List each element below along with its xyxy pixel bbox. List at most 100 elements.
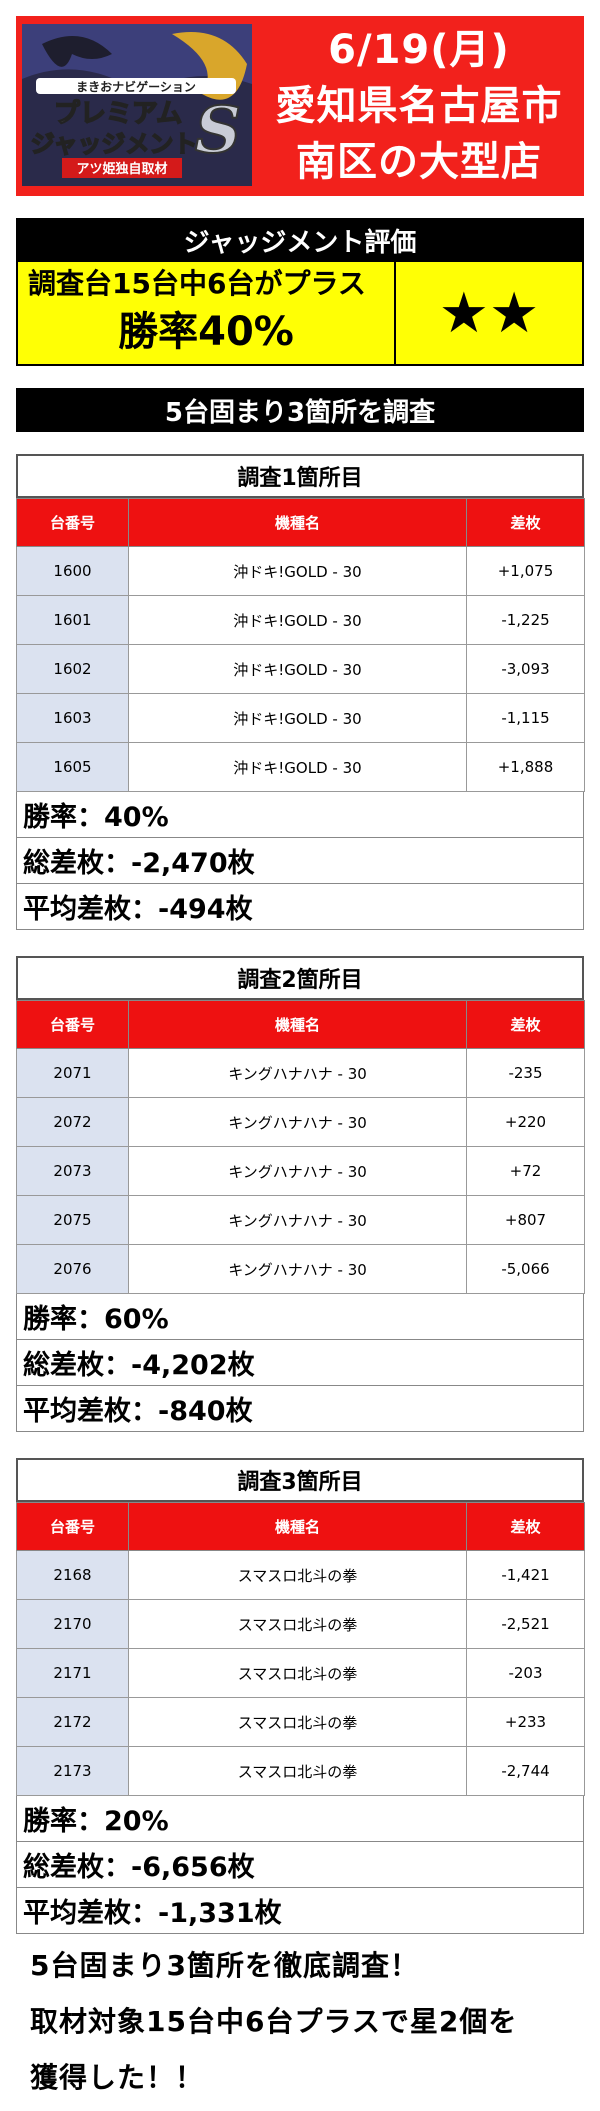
coin-diff: -1,421 — [466, 1550, 585, 1600]
conclusion-line-1: 5台固まり3箇所を徹底調査！ — [30, 1949, 419, 1982]
coin-diff: +233 — [466, 1697, 585, 1747]
machine-number: 2172 — [16, 1697, 129, 1747]
survey-block-3: 調査3箇所目 台番号 機種名 差枚 2168 スマスロ北斗の拳 -1,421 2… — [16, 1458, 585, 1934]
coin-diff: +72 — [466, 1146, 585, 1196]
machine-name: 沖ドキ!GOLD - 30 — [128, 595, 467, 645]
logo-line2: ジャッジメント — [31, 130, 198, 158]
table-header-row: 台番号 機種名 差枚 — [16, 1502, 585, 1551]
table-row: 1603 沖ドキ!GOLD - 30 -1,115 — [16, 693, 585, 743]
coin-diff: +1,888 — [466, 742, 585, 792]
report-date: 6/19(月) — [328, 27, 510, 73]
coin-diff: +220 — [466, 1097, 585, 1147]
win-rate: 勝率：60% — [16, 1294, 584, 1340]
logo-big-letter: S — [195, 93, 241, 168]
coin-diff: +807 — [466, 1195, 585, 1245]
evaluation-win-rate: 勝率40% — [118, 309, 294, 355]
location-store: 南区の大型店 — [296, 139, 542, 185]
coin-diff: -1,115 — [466, 693, 585, 743]
coin-diff: -5,066 — [466, 1244, 585, 1294]
machine-name: キングハナハナ - 30 — [128, 1097, 467, 1147]
machine-number: 1601 — [16, 595, 129, 645]
column-header-number: 台番号 — [16, 1502, 129, 1551]
machine-number: 2076 — [16, 1244, 129, 1294]
machine-number: 2168 — [16, 1550, 129, 1600]
header-info: 6/19(月) 愛知県名古屋市 南区の大型店 — [254, 16, 584, 196]
table-row: 1600 沖ドキ!GOLD - 30 +1,075 — [16, 546, 585, 596]
coin-diff: +1,075 — [466, 546, 585, 596]
table-row: 1602 沖ドキ!GOLD - 30 -3,093 — [16, 644, 585, 694]
machine-name: キングハナハナ - 30 — [128, 1195, 467, 1245]
machine-name: 沖ドキ!GOLD - 30 — [128, 546, 467, 596]
column-header-number: 台番号 — [16, 498, 129, 547]
total-diff: 総差枚：-2,470枚 — [16, 838, 584, 884]
header-banner: まきおナビゲーション プレミアム ジャッジメント S アツ姫独自取材 6/19(… — [16, 16, 584, 196]
evaluation-summary: 調査台15台中6台がプラス — [28, 267, 366, 300]
machine-number: 2171 — [16, 1648, 129, 1698]
table-row: 2072 キングハナハナ - 30 +220 — [16, 1097, 585, 1147]
coin-diff: -203 — [466, 1648, 585, 1698]
column-header-diff: 差枚 — [466, 1502, 585, 1551]
logo-small-text: まきおナビゲーション — [76, 79, 196, 94]
premium-judgment-logo: まきおナビゲーション プレミアム ジャッジメント S アツ姫独自取材 — [22, 24, 252, 186]
conclusion-line-3: 獲得した！！ — [30, 2061, 205, 2094]
machine-number: 2071 — [16, 1048, 129, 1098]
machine-number: 1600 — [16, 546, 129, 596]
coin-diff: -2,521 — [466, 1599, 585, 1649]
coin-diff: -235 — [466, 1048, 585, 1098]
survey-block-1: 調査1箇所目 台番号 機種名 差枚 1600 沖ドキ!GOLD - 30 +1,… — [16, 454, 585, 930]
machine-number: 1602 — [16, 644, 129, 694]
table-row: 2075 キングハナハナ - 30 +807 — [16, 1195, 585, 1245]
survey-table: 台番号 機種名 差枚 1600 沖ドキ!GOLD - 30 +1,075 160… — [16, 498, 585, 792]
evaluation-heading: ジャッジメント評価 — [16, 218, 584, 262]
machine-number: 2075 — [16, 1195, 129, 1245]
table-row: 2073 キングハナハナ - 30 +72 — [16, 1146, 585, 1196]
column-header-diff: 差枚 — [466, 1000, 585, 1049]
win-rate: 勝率：40% — [16, 792, 584, 838]
section-heading: 5台固まり3箇所を調査 — [16, 388, 584, 432]
logo-line1: プレミアム — [54, 99, 182, 129]
total-diff: 総差枚：-6,656枚 — [16, 1842, 584, 1888]
machine-number: 1603 — [16, 693, 129, 743]
conclusion-text: 5台固まり3箇所を徹底調査！ 取材対象15台中6台プラスで星2個を 獲得した！！ — [30, 1938, 580, 2106]
average-diff: 平均差枚：-1,331枚 — [16, 1888, 584, 1934]
machine-name: キングハナハナ - 30 — [128, 1244, 467, 1294]
machine-number: 2173 — [16, 1746, 129, 1796]
machine-number: 2073 — [16, 1146, 129, 1196]
table-row: 1605 沖ドキ!GOLD - 30 +1,888 — [16, 742, 585, 792]
location-city: 愛知県名古屋市 — [275, 83, 563, 129]
machine-name: スマスロ北斗の拳 — [128, 1648, 467, 1698]
total-diff: 総差枚：-4,202枚 — [16, 1340, 584, 1386]
table-row: 2171 スマスロ北斗の拳 -203 — [16, 1648, 585, 1698]
survey-title: 調査2箇所目 — [16, 956, 584, 1000]
machine-name: スマスロ北斗の拳 — [128, 1550, 467, 1600]
machine-name: キングハナハナ - 30 — [128, 1146, 467, 1196]
evaluation-body: 調査台15台中6台がプラス 勝率40% ★★ — [16, 262, 584, 366]
logo-banner: アツ姫独自取材 — [76, 161, 167, 177]
win-rate: 勝率：20% — [16, 1796, 584, 1842]
machine-name: スマスロ北斗の拳 — [128, 1599, 467, 1649]
machine-number: 2170 — [16, 1599, 129, 1649]
machine-name: 沖ドキ!GOLD - 30 — [128, 693, 467, 743]
survey-table: 台番号 機種名 差枚 2168 スマスロ北斗の拳 -1,421 2170 スマス… — [16, 1502, 585, 1796]
judgment-evaluation: ジャッジメント評価 調査台15台中6台がプラス 勝率40% ★★ — [16, 218, 584, 366]
column-header-machine: 機種名 — [128, 1000, 467, 1049]
table-row: 2173 スマスロ北斗の拳 -2,744 — [16, 1746, 585, 1796]
column-header-number: 台番号 — [16, 1000, 129, 1049]
survey-table: 台番号 機種名 差枚 2071 キングハナハナ - 30 -235 2072 キ… — [16, 1000, 585, 1294]
column-header-machine: 機種名 — [128, 1502, 467, 1551]
table-row: 2172 スマスロ北斗の拳 +233 — [16, 1697, 585, 1747]
column-header-machine: 機種名 — [128, 498, 467, 547]
column-header-diff: 差枚 — [466, 498, 585, 547]
star-rating: ★★ — [438, 280, 540, 346]
machine-number: 1605 — [16, 742, 129, 792]
machine-name: 沖ドキ!GOLD - 30 — [128, 742, 467, 792]
average-diff: 平均差枚：-494枚 — [16, 884, 584, 930]
table-row: 1601 沖ドキ!GOLD - 30 -1,225 — [16, 595, 585, 645]
evaluation-summary-box: 調査台15台中6台がプラス 勝率40% — [18, 262, 396, 364]
survey-block-2: 調査2箇所目 台番号 機種名 差枚 2071 キングハナハナ - 30 -235… — [16, 956, 585, 1432]
survey-title: 調査1箇所目 — [16, 454, 584, 498]
machine-name: スマスロ北斗の拳 — [128, 1746, 467, 1796]
table-row: 2170 スマスロ北斗の拳 -2,521 — [16, 1599, 585, 1649]
table-row: 2076 キングハナハナ - 30 -5,066 — [16, 1244, 585, 1294]
machine-number: 2072 — [16, 1097, 129, 1147]
